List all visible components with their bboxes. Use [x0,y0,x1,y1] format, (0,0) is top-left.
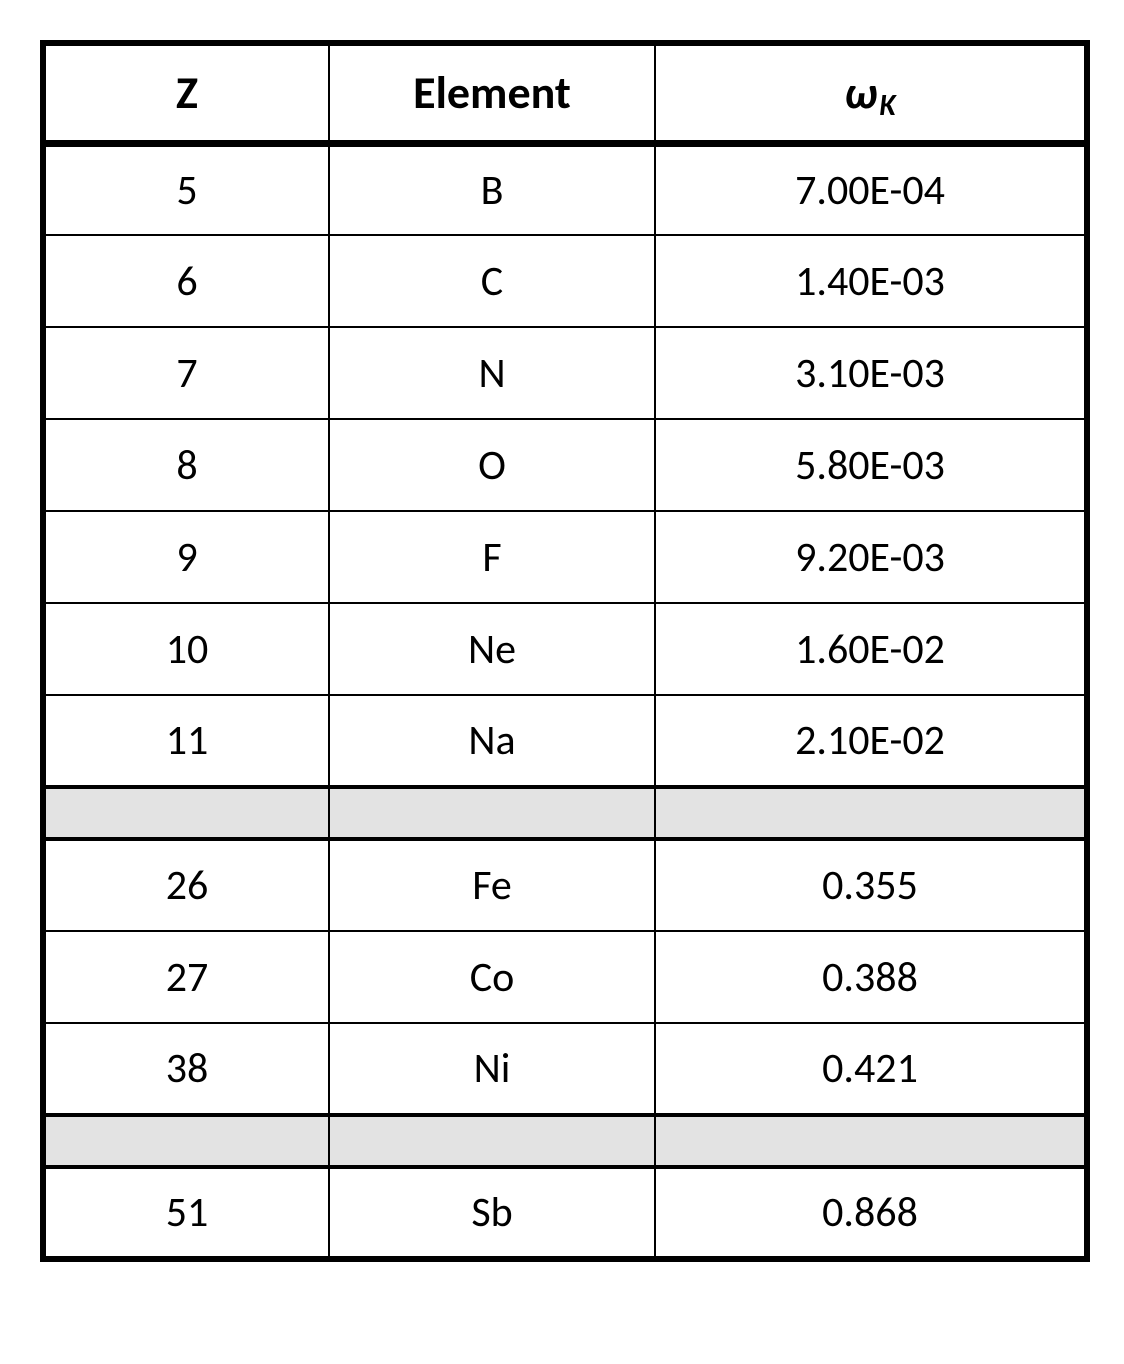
cell-omega: 0.868 [655,1167,1087,1259]
cell-element: Ne [329,603,655,695]
gap-cell [655,1115,1087,1167]
cell-element: Na [329,695,655,787]
cell-omega: 1.60E-02 [655,603,1087,695]
cell-omega: 0.421 [655,1023,1087,1115]
col-header-z: Z [43,43,329,143]
col-header-element: Element [329,43,655,143]
cell-omega: 1.40E-03 [655,235,1087,327]
table-gap-row [43,1115,1087,1167]
cell-element: Co [329,931,655,1023]
cell-omega: 2.10E-02 [655,695,1087,787]
table-row: 51Sb0.868 [43,1167,1087,1259]
table-row: 26Fe0.355 [43,839,1087,931]
table-gap-row [43,787,1087,839]
cell-element: Ni [329,1023,655,1115]
cell-z: 8 [43,419,329,511]
cell-element: C [329,235,655,327]
cell-omega: 7.00E-04 [655,143,1087,235]
cell-z: 26 [43,839,329,931]
gap-cell [329,787,655,839]
col-header-omega: ωK [655,43,1087,143]
gap-cell [43,787,329,839]
gap-cell [329,1115,655,1167]
cell-z: 5 [43,143,329,235]
table-row: 5B7.00E-04 [43,143,1087,235]
cell-omega: 0.355 [655,839,1087,931]
fluorescence-yield-table: ZElementωK 5B7.00E-046C1.40E-037N3.10E-0… [40,40,1084,1262]
table-row: 9F9.20E-03 [43,511,1087,603]
cell-omega: 0.388 [655,931,1087,1023]
table-row: 8O5.80E-03 [43,419,1087,511]
cell-element: Sb [329,1167,655,1259]
cell-element: B [329,143,655,235]
cell-z: 11 [43,695,329,787]
table-row: 27Co0.388 [43,931,1087,1023]
cell-z: 38 [43,1023,329,1115]
table-header-row: ZElement ωK [43,43,1087,143]
cell-omega: 5.80E-03 [655,419,1087,511]
gap-cell [655,787,1087,839]
cell-z: 51 [43,1167,329,1259]
cell-omega: 9.20E-03 [655,511,1087,603]
cell-z: 6 [43,235,329,327]
cell-z: 9 [43,511,329,603]
cell-element: O [329,419,655,511]
cell-z: 10 [43,603,329,695]
table-row: 6C1.40E-03 [43,235,1087,327]
cell-element: N [329,327,655,419]
cell-z: 7 [43,327,329,419]
omega-k-symbol: ωK [844,65,895,121]
table-row: 10Ne1.60E-02 [43,603,1087,695]
cell-omega: 3.10E-03 [655,327,1087,419]
gap-cell [43,1115,329,1167]
table-row: 38Ni0.421 [43,1023,1087,1115]
table-row: 7N3.10E-03 [43,327,1087,419]
data-table: ZElementωK 5B7.00E-046C1.40E-037N3.10E-0… [40,40,1090,1262]
cell-element: Fe [329,839,655,931]
table-row: 11Na2.10E-02 [43,695,1087,787]
cell-element: F [329,511,655,603]
cell-z: 27 [43,931,329,1023]
